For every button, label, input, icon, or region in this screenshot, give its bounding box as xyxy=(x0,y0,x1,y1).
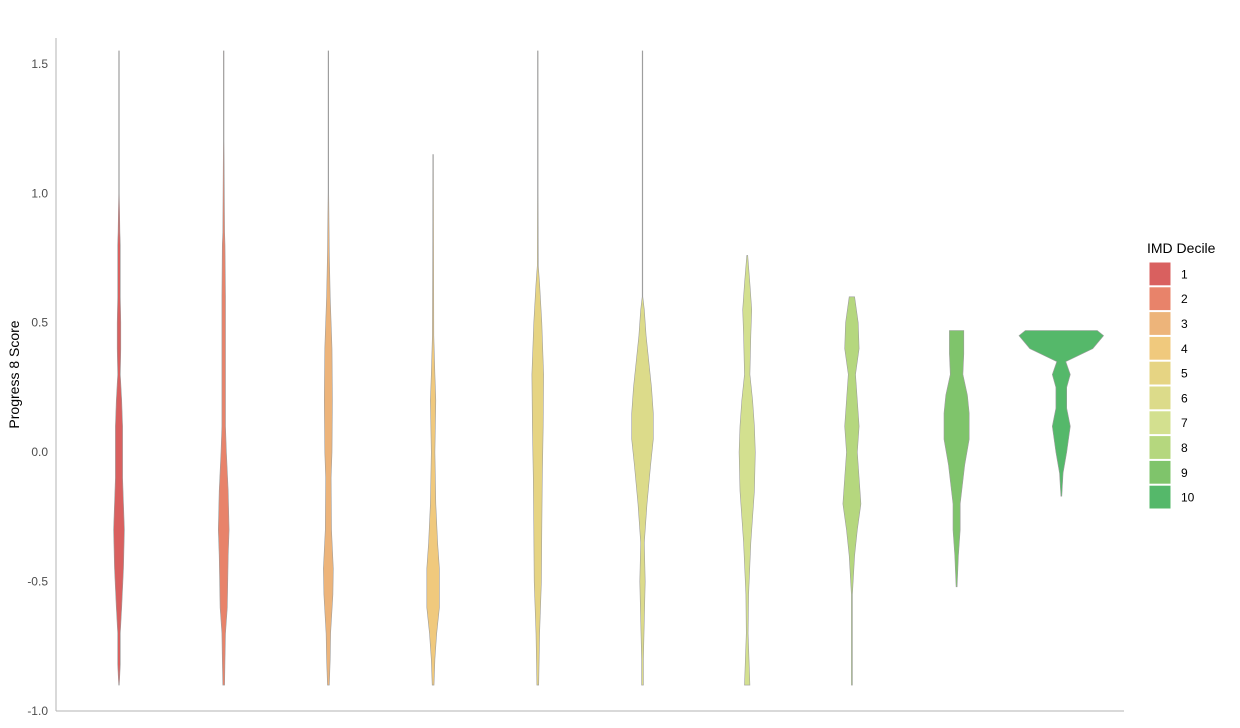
legend-label: 8 xyxy=(1181,441,1188,455)
violin-decile-3 xyxy=(323,50,334,686)
legend-key-5 xyxy=(1148,360,1172,386)
violin-decile-5 xyxy=(531,50,544,686)
legend-key-10 xyxy=(1148,484,1172,510)
legend-key-4 xyxy=(1148,335,1172,361)
legend-key-2 xyxy=(1148,286,1172,312)
legend-label: 7 xyxy=(1181,416,1188,430)
violin-decile-4 xyxy=(426,154,440,686)
violin-decile-10 xyxy=(1018,330,1105,497)
legend-label: 9 xyxy=(1181,466,1188,480)
legend: 1 2 3 4 5 6 7 8 9 10 xyxy=(1148,261,1195,510)
violin-decile-6 xyxy=(631,50,654,686)
violin-decile-9 xyxy=(943,330,970,588)
violins xyxy=(113,50,1105,686)
legend-label: 10 xyxy=(1181,491,1195,505)
legend-key-3 xyxy=(1148,311,1172,336)
legend-title: IMD Decile xyxy=(1147,240,1216,256)
legend-label: 1 xyxy=(1181,267,1188,281)
y-tick-labels: 1.5 1.0 0.5 0.0 -0.5 -1.0 xyxy=(27,57,48,718)
y-tick-label: 1.0 xyxy=(31,186,48,200)
y-axis-title: Progress 8 Score xyxy=(6,320,22,428)
y-axis xyxy=(55,38,1124,712)
violin-decile-7 xyxy=(738,255,756,686)
legend-key-8 xyxy=(1148,435,1172,460)
legend-key-1 xyxy=(1148,261,1172,287)
legend-key-9 xyxy=(1148,459,1172,485)
y-tick-label: -1.0 xyxy=(27,704,48,718)
legend-label: 3 xyxy=(1181,317,1188,331)
violin-decile-8 xyxy=(842,296,862,686)
violin-decile-2 xyxy=(217,50,230,686)
legend-label: 5 xyxy=(1181,367,1188,381)
legend-label: 4 xyxy=(1181,342,1188,356)
y-tick-label: 1.5 xyxy=(31,57,48,71)
y-tick-label: -0.5 xyxy=(27,575,48,589)
legend-key-7 xyxy=(1148,410,1172,436)
y-tick-label: 0.0 xyxy=(31,445,48,459)
legend-label: 2 xyxy=(1181,292,1188,306)
legend-key-6 xyxy=(1148,385,1172,411)
violin-decile-1 xyxy=(113,50,125,686)
y-tick-label: 0.5 xyxy=(31,316,48,330)
legend-label: 6 xyxy=(1181,391,1188,405)
